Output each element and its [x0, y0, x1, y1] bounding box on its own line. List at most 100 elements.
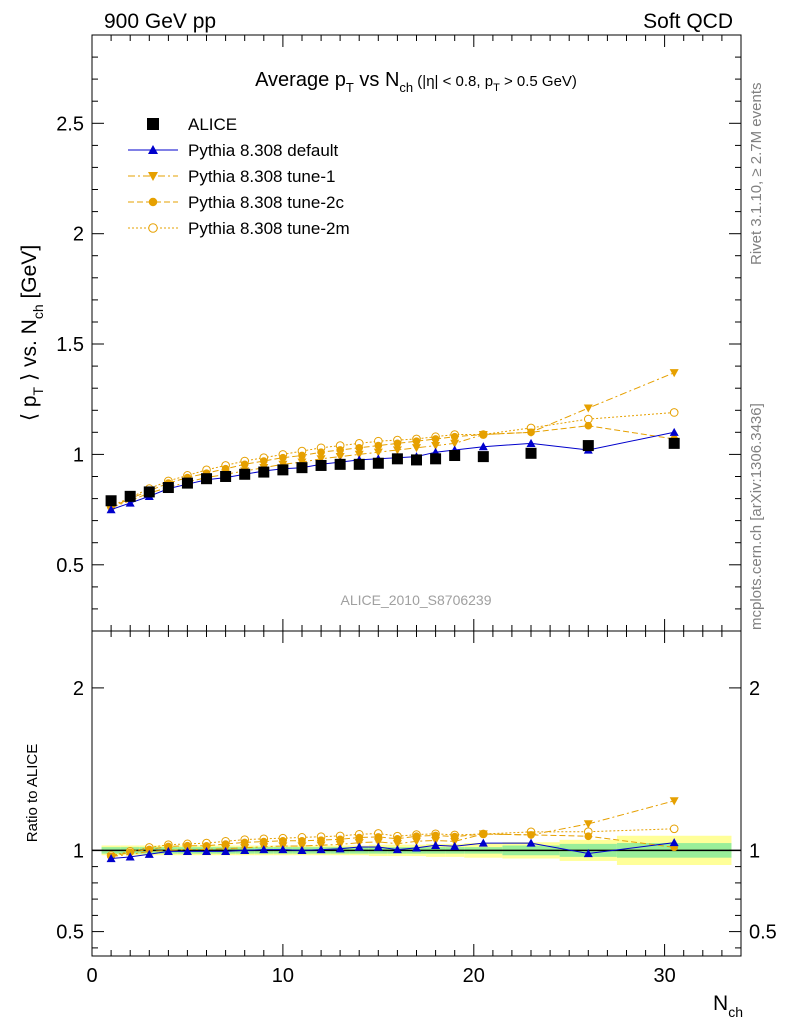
legend: ALICE Pythia 8.308 default Pythia 8.308 tu… — [128, 115, 350, 238]
ylabel-sub-b: ch — [30, 304, 46, 319]
ratio-y-tick-label-right: 1 — [749, 840, 760, 862]
legend-label: Pythia 8.308 default — [188, 141, 339, 160]
data-point-pythia-8-308-tune-2c — [298, 451, 306, 460]
data-point-pythia-8-308-tune-1 — [478, 430, 488, 440]
data-point-pythia-8-308-tune-1 — [335, 453, 345, 462]
legend-label: Pythia 8.308 tune-1 — [188, 167, 335, 186]
ratio-ticks: 0.5 0.51 12 20 10 20 30 — [56, 631, 777, 987]
xlabel-part-a: N — [713, 992, 728, 1015]
y-tick-label: 2 — [73, 224, 84, 246]
mcplots-label: mcplots.cern.ch [arXiv:1306.3436] — [748, 403, 765, 630]
ratio-panel: 0.5 0.51 12 20 10 20 30 Ratio to ALICE Nch — [24, 630, 777, 1020]
data-point-alice — [372, 457, 384, 469]
data-point-pythia-8-308-tune-2c — [355, 443, 364, 452]
ratio-y-tick-label: 2 — [73, 678, 84, 700]
y-tick-label: 1 — [73, 444, 84, 466]
ylabel-part-b: ⟩ vs. N — [18, 319, 41, 387]
data-point-alice — [477, 451, 489, 463]
data-point-pythia-8-308-default — [125, 498, 135, 507]
data-point-alice — [582, 440, 594, 452]
ratio-series-layer — [106, 797, 679, 863]
title-sub-a: T — [346, 80, 354, 95]
title-part-b: vs N — [354, 69, 400, 91]
data-point-pythia-8-308-tune-2m — [669, 408, 679, 417]
y-tick-label: 1.5 — [56, 334, 84, 356]
data-point-pythia-8-308-tune-1 — [373, 448, 383, 457]
data-point-pythia-8-308-tune-1 — [526, 831, 536, 840]
ratio-y-tick-label-right: 0.5 — [749, 922, 777, 944]
data-point-pythia-8-308-tune-2c — [450, 432, 459, 441]
data-point-pythia-8-308-tune-2c — [584, 421, 593, 430]
data-point-pythia-8-308-default — [392, 845, 402, 854]
process-label: Soft QCD — [643, 10, 733, 33]
data-point-pythia-8-308-default — [182, 846, 192, 855]
data-point-alice — [391, 453, 403, 465]
data-point-pythia-8-308-default — [478, 442, 488, 451]
data-point-pythia-8-308-default — [450, 841, 460, 850]
data-point-pythia-8-308-tune-2c — [336, 446, 344, 454]
data-point-pythia-8-308-default — [669, 427, 679, 436]
data-point-pythia-8-308-default — [354, 842, 364, 851]
data-point-pythia-8-308-tune-2c — [393, 439, 402, 448]
data-point-alice — [201, 473, 213, 485]
x-tick-label: 0 — [86, 965, 97, 987]
data-point-pythia-8-308-tune-2c — [584, 832, 593, 841]
chart-title: Average pT vs Nch (|η| < 0.8, pT > 0.5 G… — [255, 69, 577, 95]
main-ticks: 0.5 1 1.5 2 2.5 — [56, 34, 742, 632]
data-point-alice — [277, 464, 289, 476]
data-point-alice — [353, 458, 365, 470]
analysis-watermark: ALICE_2010_S8706239 — [340, 592, 491, 608]
data-point-pythia-8-308-tune-1 — [431, 441, 441, 451]
data-point-pythia-8-308-default — [240, 845, 250, 854]
legend-item-pythia-8-308-tune-2m: Pythia 8.308 tune-2m — [128, 219, 350, 238]
title-part-d: > 0.5 GeV) — [500, 73, 577, 90]
data-point-alice — [124, 490, 136, 502]
data-point-alice — [668, 437, 680, 449]
data-point-alice — [162, 482, 174, 494]
ratio-y-tick-label: 1 — [73, 840, 84, 862]
data-point-pythia-8-308-tune-2c — [431, 435, 440, 443]
ratio-y-tick-label-right: 2 — [749, 678, 760, 700]
data-point-alice — [220, 470, 232, 482]
data-point-pythia-8-308-default — [316, 845, 326, 854]
x-tick-label: 30 — [654, 965, 676, 987]
xlabel-sub-a: ch — [728, 1004, 743, 1020]
legend-marker — [148, 172, 158, 181]
data-point-alice — [430, 453, 442, 465]
legend-marker — [148, 145, 158, 154]
data-point-alice — [296, 462, 308, 474]
collision-label: 900 GeV pp — [104, 10, 216, 33]
data-point-pythia-8-308-tune-1 — [373, 838, 383, 847]
data-point-pythia-8-308-default — [412, 843, 421, 852]
data-point-pythia-8-308-tune-1 — [583, 404, 593, 413]
data-point-pythia-8-308-default — [106, 505, 116, 514]
data-point-alice — [334, 458, 346, 470]
data-point-pythia-8-308-tune-2c — [259, 457, 268, 465]
data-point-pythia-8-308-tune-2c — [240, 460, 249, 469]
data-point-alice — [239, 468, 251, 480]
legend-label: ALICE — [188, 115, 237, 134]
x-tick-label: 10 — [272, 965, 294, 987]
data-point-pythia-8-308-default — [526, 438, 536, 447]
legend-label: Pythia 8.308 tune-2c — [188, 193, 344, 212]
data-point-pythia-8-308-default — [221, 846, 231, 855]
data-point-alice — [449, 450, 461, 462]
data-point-pythia-8-308-tune-1 — [583, 820, 593, 829]
legend-item-pythia-8-308-tune-1: Pythia 8.308 tune-1 — [128, 167, 335, 186]
series-line-pythia-8-308-tune-1 — [110, 372, 675, 508]
data-point-pythia-8-308-tune-2c — [317, 448, 325, 457]
data-point-pythia-8-308-tune-1 — [478, 830, 488, 839]
main-panel: 0.5 1 1.5 2 2.5 ALICE Pythia 8.308 default Pyt… — [18, 34, 742, 632]
data-point-pythia-8-308-default — [259, 845, 269, 854]
data-point-pythia-8-308-default — [163, 846, 173, 855]
data-point-pythia-8-308-default — [478, 838, 488, 847]
data-point-pythia-8-308-tune-1 — [316, 455, 326, 464]
series-pythia-8-308-default — [106, 838, 679, 863]
title-sub-c: T — [493, 82, 500, 94]
legend-item-pythia-8-308-default: Pythia 8.308 default — [128, 141, 339, 160]
data-point-pythia-8-308-default — [669, 838, 679, 847]
data-point-pythia-8-308-default — [278, 845, 288, 854]
data-point-pythia-8-308-tune-1 — [669, 369, 679, 378]
series-pythia-8-308-tune-2c — [107, 421, 679, 512]
